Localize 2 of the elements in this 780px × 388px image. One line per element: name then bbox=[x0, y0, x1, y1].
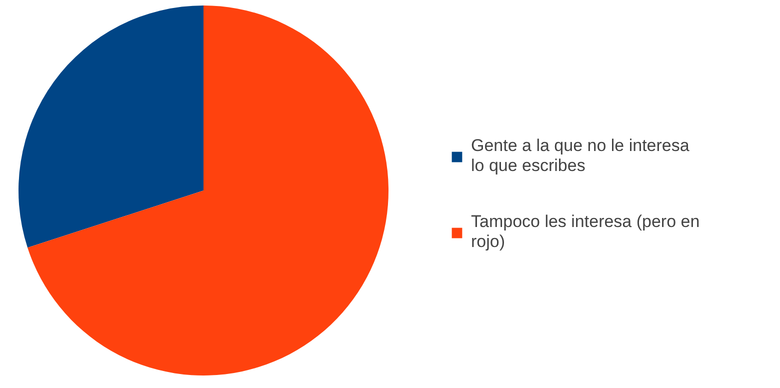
legend-label: Tampoco les interesa (pero en rojo) bbox=[471, 212, 700, 252]
legend-label: Gente a la que no le interesa lo que escribes bbox=[471, 136, 690, 176]
